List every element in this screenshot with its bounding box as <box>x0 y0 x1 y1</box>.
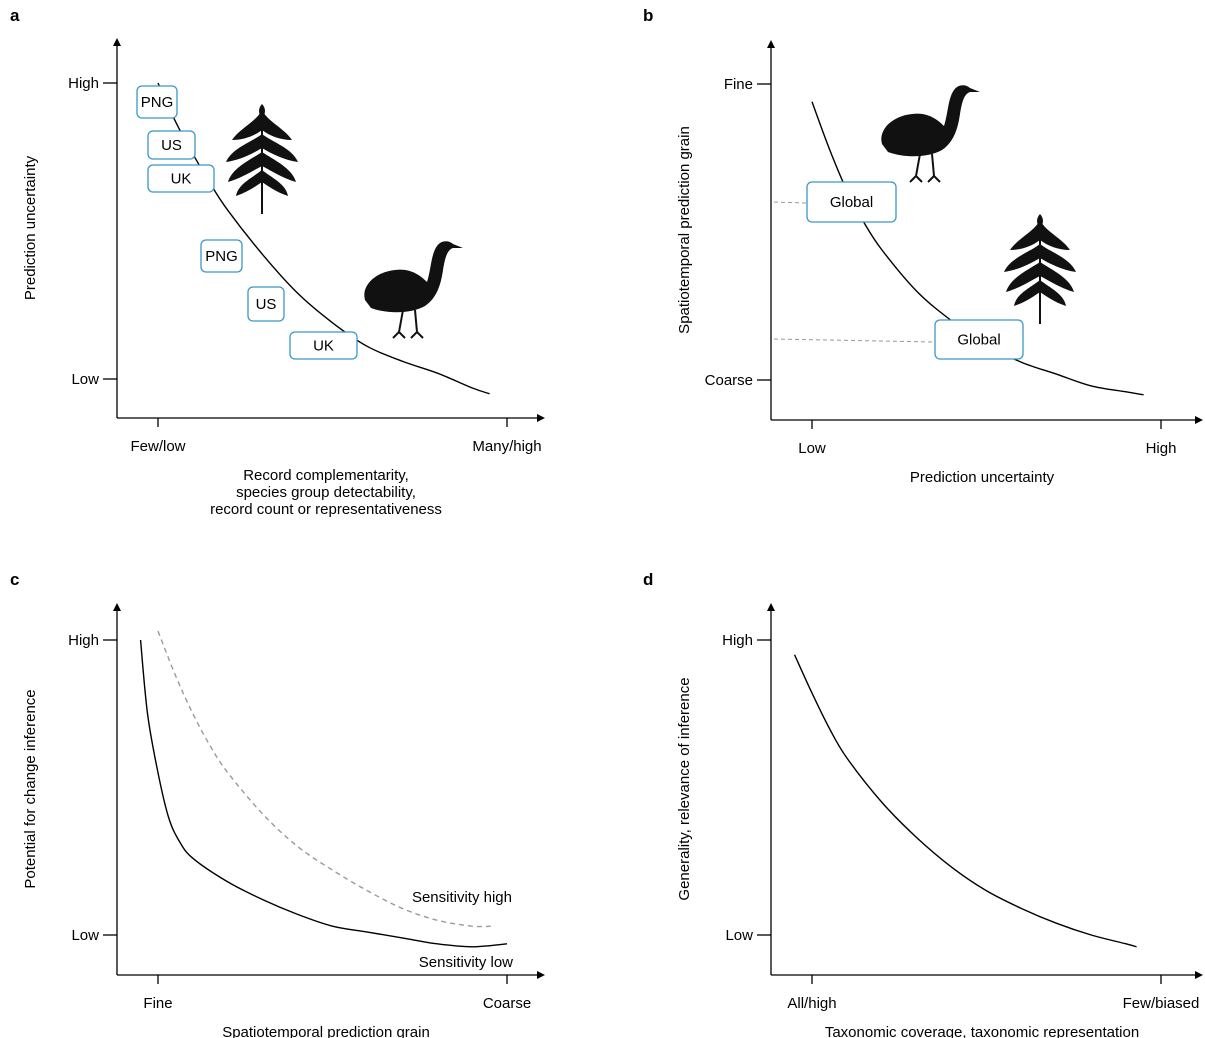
series-label-sensitivity-high: Sensitivity high <box>412 889 512 906</box>
y-tick-label-b-1: Coarse <box>705 372 753 389</box>
annotation-box-a-4 <box>247 286 285 322</box>
x-axis-label-b: Prediction uncertainty <box>910 469 1055 486</box>
y-axis-label-b: Spatiotemporal prediction grain <box>676 126 693 334</box>
y-axis-label-a: Prediction uncertainty <box>22 155 39 300</box>
x-axis-arrow-c <box>537 971 545 979</box>
x-tick-label-a-0: Few/low <box>130 438 185 455</box>
fern-icon <box>1003 213 1077 325</box>
y-tick-label-a-1: Low <box>71 371 99 388</box>
y-axis-label-d: Generality, relevance of inference <box>676 677 693 900</box>
x-axis-label-a-2: record count or representativeness <box>210 501 442 518</box>
x-tick-label-b-0: Low <box>798 440 826 457</box>
dashed-guide-b-1 <box>773 338 936 343</box>
y-axis-arrow-a <box>113 38 121 46</box>
x-axis-label-c: Spatiotemporal prediction grain <box>222 1024 430 1038</box>
annotation-box-a-0 <box>136 85 178 119</box>
panel-letter-c: c <box>10 570 20 589</box>
y-tick-label-d-1: Low <box>725 927 753 944</box>
y-tick-label-b-0: Fine <box>724 76 753 93</box>
annotation-label-a-1: US <box>161 137 182 154</box>
annotation-box-a-1 <box>147 130 196 160</box>
fern-icon <box>225 103 299 215</box>
x-axis-arrow-a <box>537 414 545 422</box>
annotation-label-b-0: Global <box>830 194 873 211</box>
annotation-box-a-3 <box>200 239 243 273</box>
x-axis-label-d: Taxonomic coverage, taxonomic representa… <box>825 1024 1139 1038</box>
x-axis-label-a-0: Record complementarity, <box>243 467 409 484</box>
x-tick-label-a-1: Many/high <box>472 438 541 455</box>
series-label-sensitivity-low: Sensitivity low <box>419 954 513 971</box>
crane-icon <box>880 84 981 183</box>
annotation-box-b-0 <box>806 181 897 223</box>
annotation-label-a-3: PNG <box>205 248 238 265</box>
curve-d-0 <box>793 654 1137 948</box>
annotation-box-a-2 <box>147 164 215 193</box>
x-axis-label-a-1: species group detectability, <box>236 484 416 501</box>
x-axis-arrow-b <box>1195 416 1203 424</box>
x-tick-label-b-1: High <box>1146 440 1177 457</box>
dashed-guide-b-0 <box>773 201 808 204</box>
y-axis-arrow-c <box>113 603 121 611</box>
annotation-box-a-5 <box>289 331 358 360</box>
panel-letter-d: d <box>643 570 654 589</box>
x-tick-label-c-1: Coarse <box>483 995 531 1012</box>
x-tick-label-c-0: Fine <box>143 995 172 1012</box>
panel-letter-b: b <box>643 6 654 25</box>
annotation-label-a-0: PNG <box>141 94 174 111</box>
y-tick-label-a-0: High <box>68 75 99 92</box>
y-axis-arrow-b <box>767 40 775 48</box>
y-axis-label-c: Potential for change inference <box>22 689 39 888</box>
annotation-box-b-1 <box>934 319 1024 360</box>
annotation-label-a-2: UK <box>171 171 192 188</box>
curve-c-0 <box>157 630 494 928</box>
annotation-label-a-5: UK <box>313 338 334 355</box>
annotation-label-b-1: Global <box>957 332 1000 349</box>
x-axis-arrow-d <box>1195 971 1203 979</box>
x-tick-label-d-1: Few/biased <box>1123 995 1200 1012</box>
panel-letter-a: a <box>10 6 20 25</box>
crane-icon <box>363 240 464 339</box>
y-tick-label-c-0: High <box>68 632 99 649</box>
y-tick-label-d-0: High <box>722 632 753 649</box>
y-axis-arrow-d <box>767 603 775 611</box>
annotation-label-a-4: US <box>256 296 277 313</box>
curve-c-1 <box>139 639 508 948</box>
x-tick-label-d-0: All/high <box>787 995 836 1012</box>
y-tick-label-c-1: Low <box>71 927 99 944</box>
